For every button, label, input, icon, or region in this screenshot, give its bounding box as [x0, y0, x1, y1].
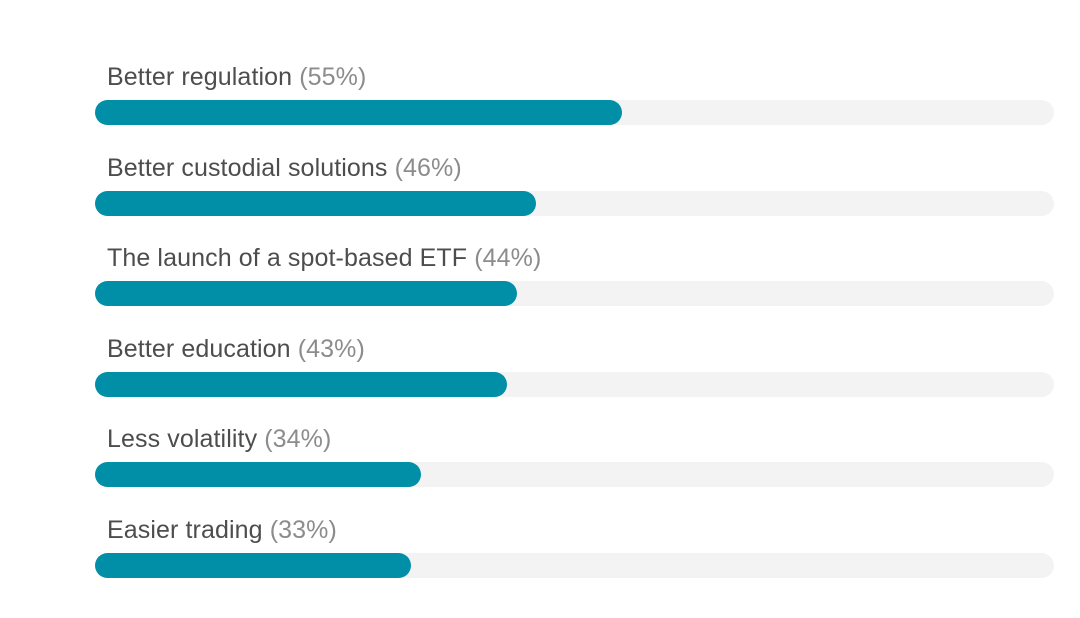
category-name: Less volatility [107, 425, 258, 454]
value-label: (43%) [297, 334, 365, 363]
bar [95, 281, 517, 307]
bar-track [95, 281, 1054, 307]
bar-row: Better custodial solutions (46%) [95, 153, 1054, 233]
bar-row: Easier trading (33%) [95, 515, 1054, 595]
value-label: (55%) [299, 63, 367, 91]
bar-track [95, 371, 1054, 397]
bar [95, 190, 537, 216]
bar-row: Less volatility (34%) [95, 424, 1054, 504]
bar-row: The launch of a spot-based ETF (44%) [95, 243, 1054, 323]
category-name: Better custodial solutions [107, 153, 388, 182]
category-name: Better regulation [107, 63, 293, 91]
bar [95, 371, 508, 397]
bar [95, 100, 623, 125]
bar [95, 553, 412, 578]
value-label: (34%) [264, 425, 332, 454]
category-label: Better education (43%) [107, 334, 365, 364]
value-label: (33%) [269, 516, 337, 544]
value-label: (46%) [394, 153, 462, 182]
category-label: Less volatility (34%) [107, 424, 331, 454]
bar-track [95, 462, 1054, 488]
value-label: (44%) [474, 244, 542, 273]
category-label: Better custodial solutions (46%) [107, 153, 462, 183]
category-label: Better regulation (55%) [107, 62, 366, 92]
bar-row: Better education (43%) [95, 334, 1054, 414]
category-name: Easier trading [107, 516, 263, 544]
bar [95, 462, 422, 488]
bar-row: Better regulation (55%) [95, 62, 1054, 142]
category-name: The launch of a spot-based ETF [107, 244, 468, 273]
category-label: The launch of a spot-based ETF (44%) [107, 243, 541, 273]
bar-track [95, 553, 1054, 578]
category-name: Better education [107, 334, 291, 363]
bar-track [95, 190, 1054, 216]
bar-track [95, 100, 1054, 125]
category-label: Easier trading (33%) [107, 515, 337, 545]
